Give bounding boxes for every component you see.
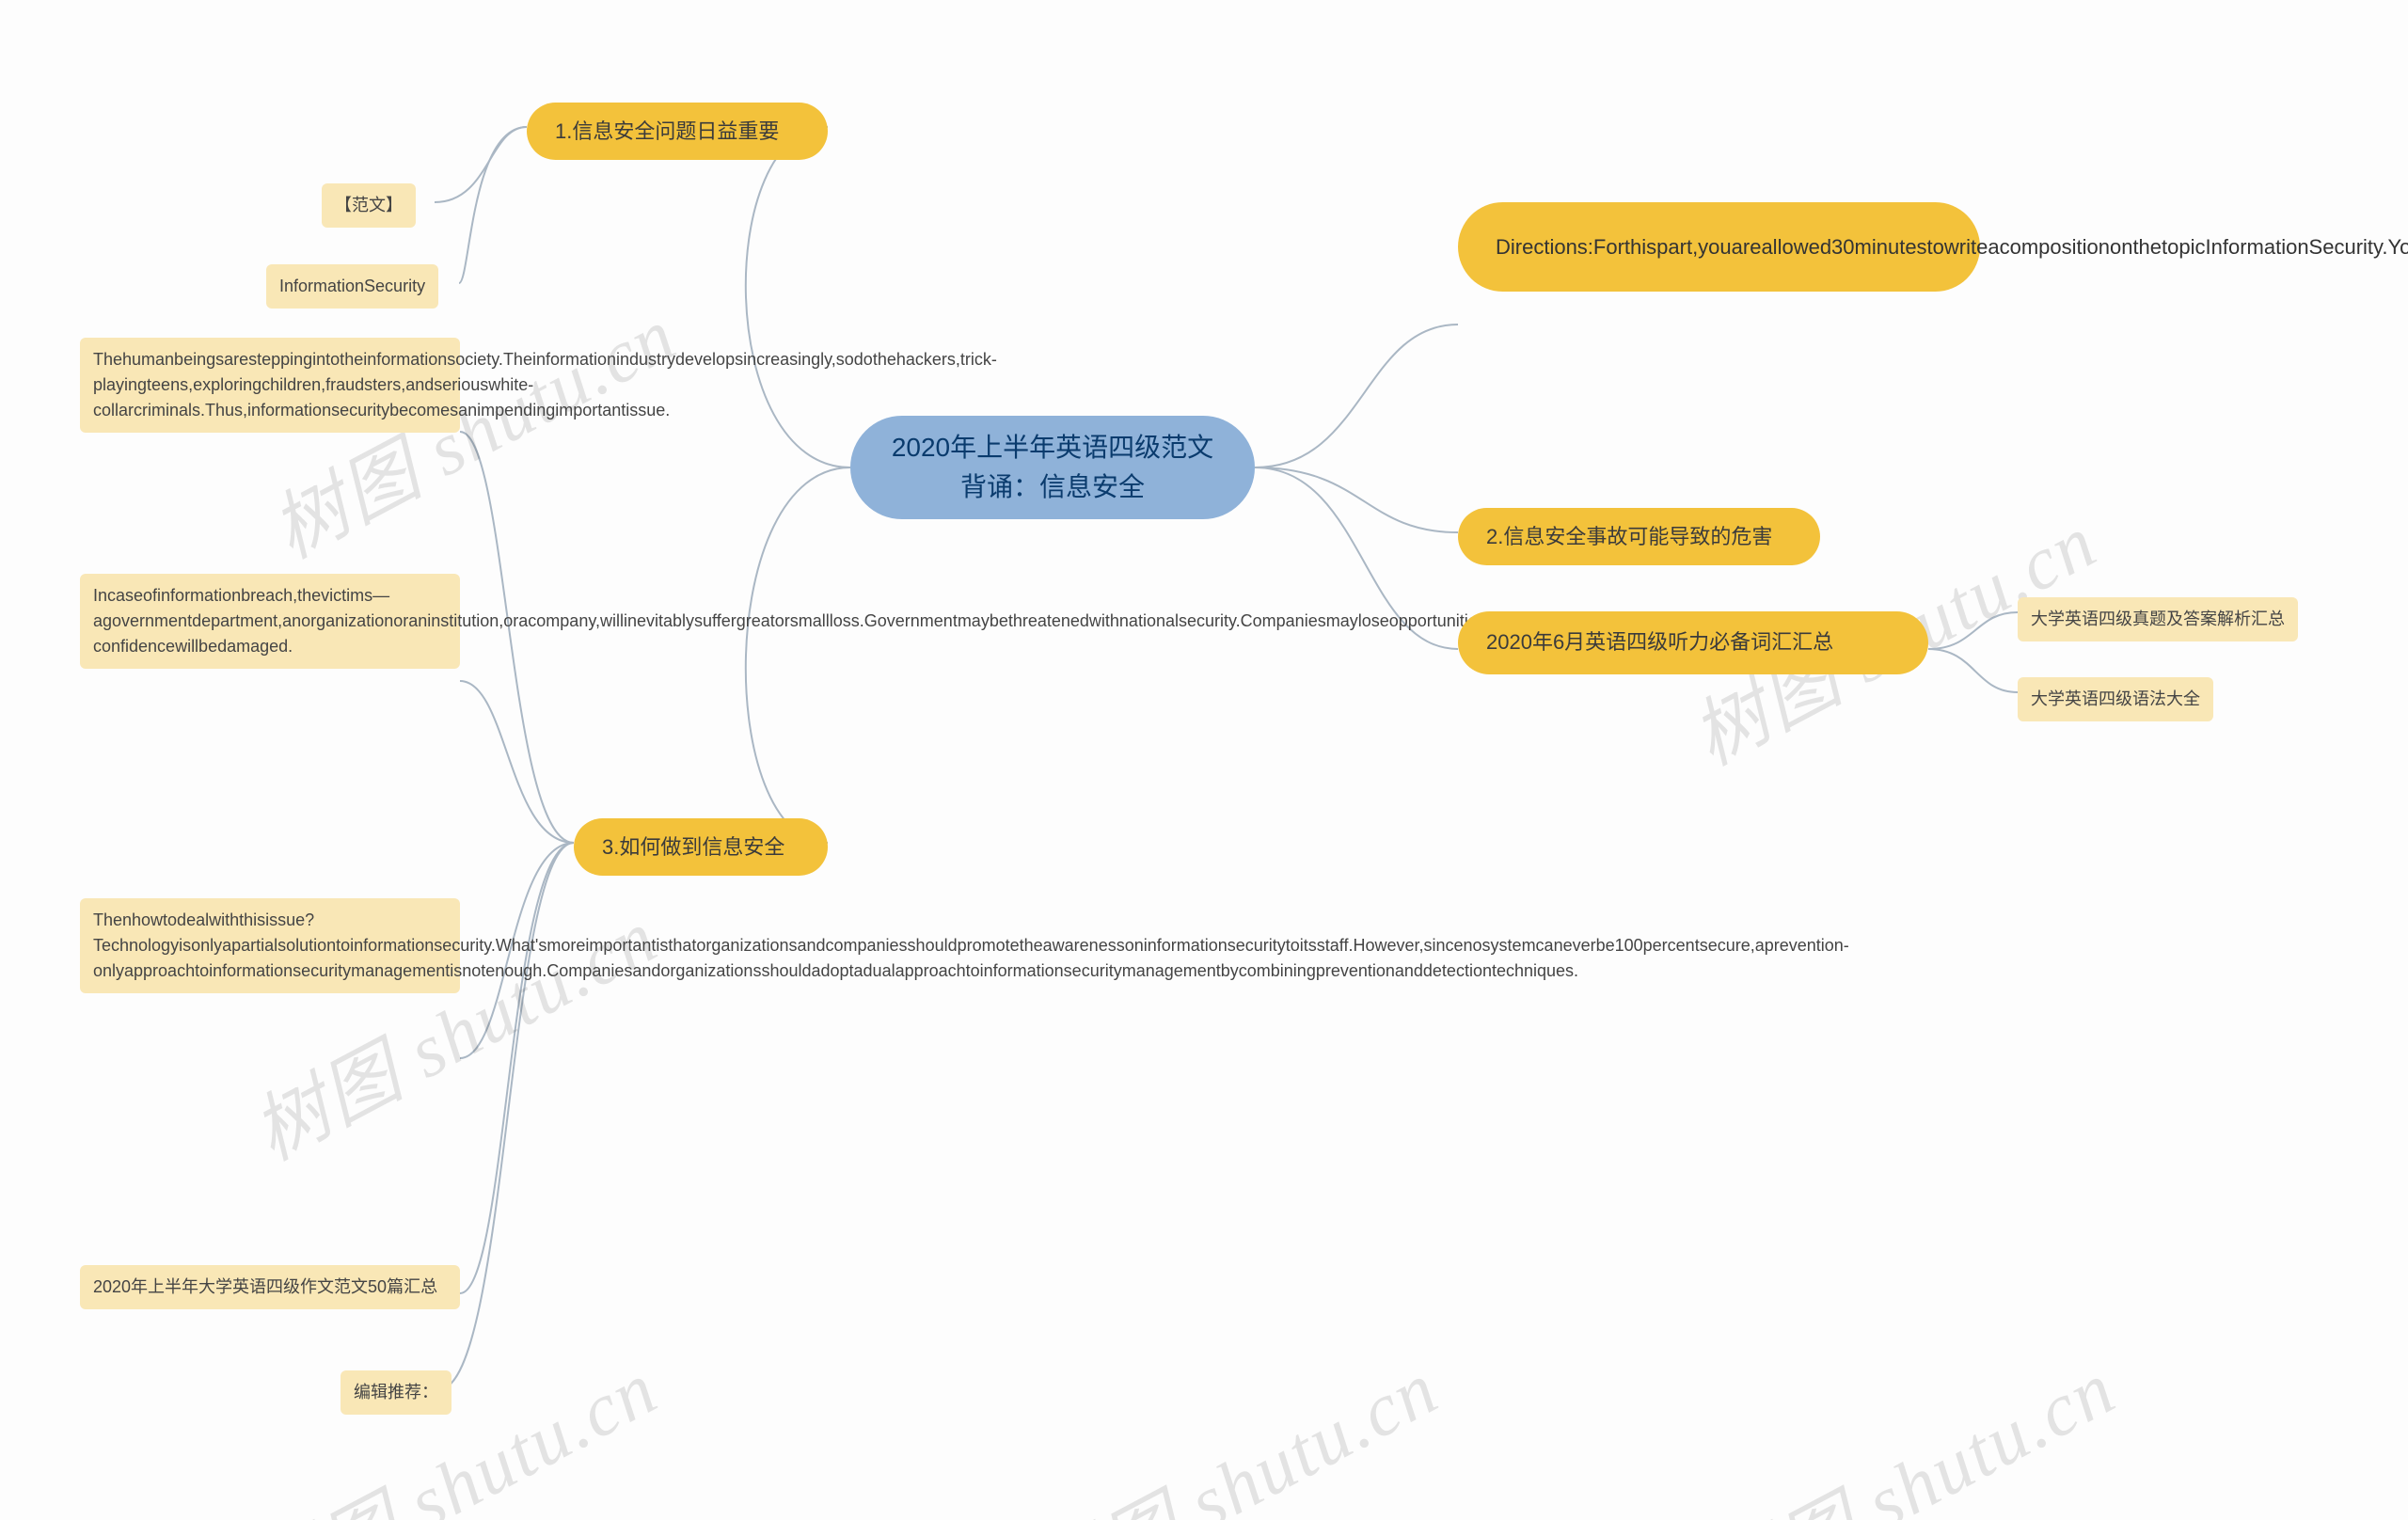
leaf-label: 大学英语四级真题及答案解析汇总 (2031, 610, 2285, 628)
branch-2[interactable]: 2.信息安全事故可能导致的危害 (1458, 508, 1820, 565)
branch-label: Directions:Forthispart,youareallowed30mi… (1496, 235, 2408, 259)
branch-vocab[interactable]: 2020年6月英语四级听力必备词汇汇总 (1458, 611, 1928, 674)
leaf-50-essays[interactable]: 2020年上半年大学英语四级作文范文50篇汇总 (80, 1265, 460, 1309)
leaf-label: Thehumanbeingsaresteppingintotheinformat… (93, 350, 997, 420)
branch-directions[interactable]: Directions:Forthispart,youareallowed30mi… (1458, 202, 1980, 292)
branch-1[interactable]: 1.信息安全问题日益重要 (527, 103, 828, 160)
leaf-label: 【范文】 (335, 196, 403, 214)
leaf-editor-rec[interactable]: 编辑推荐： (341, 1370, 452, 1415)
watermark: 树图 shutu.cn (1689, 1329, 2131, 1520)
branch-label: 2.信息安全事故可能导致的危害 (1486, 525, 1772, 548)
leaf-label: 大学英语四级语法大全 (2031, 689, 2200, 708)
branch-label: 1.信息安全问题日益重要 (555, 119, 779, 143)
leaf-label: 编辑推荐： (354, 1383, 438, 1401)
watermark: 树图 shutu.cn (1012, 1329, 1454, 1520)
watermark: 树图 shutu.cn (231, 1329, 673, 1520)
leaf-label: Thenhowtodealwiththisissue?Technologyiso… (93, 910, 1849, 980)
branch-label: 3.如何做到信息安全 (602, 835, 784, 859)
leaf-para-2[interactable]: Incaseofinformationbreach,thevictims—ago… (80, 574, 460, 669)
leaf-label: InformationSecurity (279, 277, 425, 295)
root-label: 2020年上半年英语四级范文背诵：信息安全 (888, 428, 1217, 507)
branch-label: 2020年6月英语四级听力必备词汇汇总 (1486, 630, 1833, 654)
leaf-fanwen[interactable]: 【范文】 (322, 183, 416, 228)
leaf-para-3[interactable]: Thenhowtodealwiththisissue?Technologyiso… (80, 898, 460, 993)
branch-3[interactable]: 3.如何做到信息安全 (574, 818, 828, 876)
root-node[interactable]: 2020年上半年英语四级范文背诵：信息安全 (850, 416, 1255, 519)
leaf-para-1[interactable]: Thehumanbeingsaresteppingintotheinformat… (80, 338, 460, 433)
mindmap-canvas: 树图 shutu.cn 树图 shutu.cn 树图 shutu.cn 树图 s… (0, 0, 2408, 1520)
leaf-grammar[interactable]: 大学英语四级语法大全 (2018, 677, 2213, 721)
leaf-exam-answers[interactable]: 大学英语四级真题及答案解析汇总 (2018, 597, 2298, 641)
leaf-label: 2020年上半年大学英语四级作文范文50篇汇总 (93, 1277, 437, 1296)
leaf-info-security[interactable]: InformationSecurity (266, 264, 438, 309)
